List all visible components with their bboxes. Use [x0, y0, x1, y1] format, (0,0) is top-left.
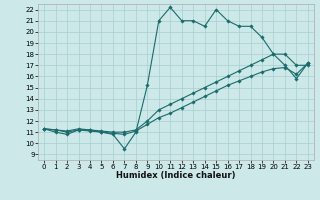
X-axis label: Humidex (Indice chaleur): Humidex (Indice chaleur)	[116, 171, 236, 180]
